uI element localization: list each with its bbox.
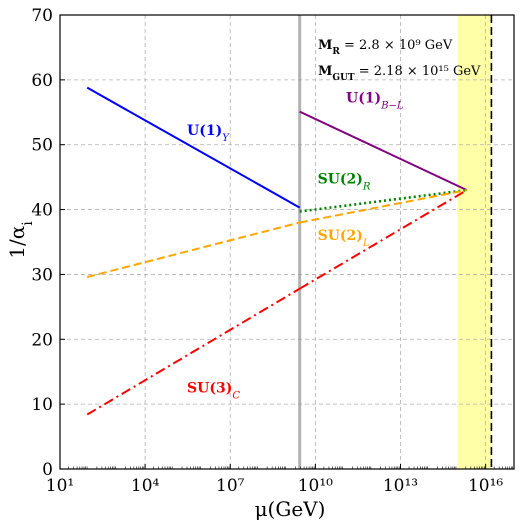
x-tick-label-3: 10¹⁰: [298, 476, 333, 496]
y-tick-label-2: 20: [31, 330, 53, 350]
y-tick-label-1: 10: [31, 395, 53, 415]
x-tick-label-0: 10¹: [46, 476, 74, 496]
grid-layer: [59, 14, 514, 470]
x-tick-label-5: 10¹⁶: [468, 476, 503, 496]
annotation-MGUT: MGUT = 2.18 × 10¹⁵ GeV: [318, 64, 481, 83]
x-axis-label: μ(GeV): [255, 497, 326, 521]
series-label-4: SU(3)C: [187, 380, 240, 401]
series-label-2: SU(2)R: [318, 172, 371, 193]
vertical-lines-layer: [298, 15, 493, 469]
x-tick-label-2: 10⁷: [216, 476, 245, 496]
shaded-band-layer: [457, 15, 492, 469]
series-line-5: [299, 189, 468, 224]
gut-band: [457, 15, 492, 469]
series-label-0: U(1)Y: [187, 123, 230, 144]
x-tick-label-1: 10⁴: [131, 476, 160, 496]
series-line-4: [299, 188, 468, 213]
y-tick-label-6: 60: [31, 71, 53, 91]
y-tick-label-7: 70: [31, 6, 53, 26]
y-tick-label-0: 0: [42, 460, 53, 480]
y-tick-label-4: 40: [31, 201, 53, 221]
plot-border: [59, 14, 515, 470]
y-tick-label-3: 30: [31, 265, 53, 285]
series-label-3: SU(2)L: [318, 228, 370, 249]
x-tick-label-4: 10¹³: [383, 476, 418, 496]
annotation-layer: MR = 2.8 × 10⁹ GeV MGUT = 2.18 × 10¹⁵ GeV: [318, 38, 481, 83]
series-layer: [86, 86, 468, 416]
series-line-1: [86, 221, 300, 278]
y-axis-label: 1/αi: [5, 221, 36, 259]
series-line-2: [86, 287, 301, 416]
series-line-6: [299, 189, 468, 290]
series-line-0: [86, 86, 301, 209]
series-line-3: [299, 110, 468, 192]
plot-frame: [59, 14, 515, 470]
tick-layer: 10¹ 10⁴ 10⁷ 10¹⁰ 10¹³ 10¹⁶ 0 10 20 30 40 50 60 70: [31, 6, 514, 496]
annotation-MR: MR = 2.8 × 10⁹ GeV: [318, 38, 453, 57]
y-tick-label-5: 50: [31, 136, 53, 156]
series-label-1: U(1)B−L: [346, 91, 404, 112]
series-label-layer: U(1)Y U(1)B−L SU(2)R SU(2)L SU(3)C: [187, 91, 404, 401]
